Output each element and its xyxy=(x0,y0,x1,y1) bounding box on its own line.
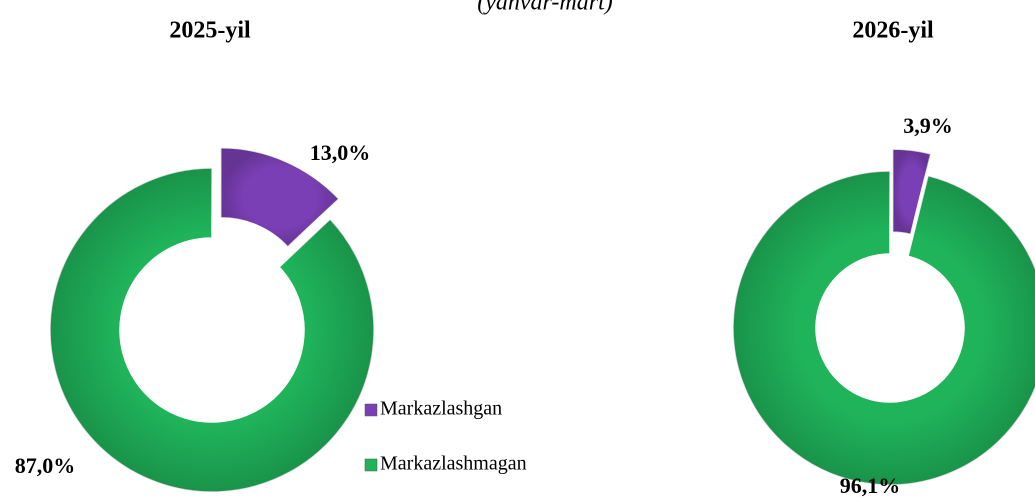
legend-swatch xyxy=(364,403,378,417)
chart-title: 2026-yil xyxy=(852,18,934,44)
data-label: 3,9% xyxy=(903,113,953,138)
subtitle: (yanvar-mart) xyxy=(477,0,612,16)
donut-segment xyxy=(732,170,1035,486)
data-label: 96,1% xyxy=(840,473,901,498)
legend-label: Markazlashgan xyxy=(380,398,502,420)
legend-swatch xyxy=(364,458,378,472)
data-label: 87,0% xyxy=(15,453,76,478)
donut-segment xyxy=(49,167,375,493)
chart-title: 2025-yil xyxy=(169,18,251,44)
legend-label: Markazlashmagan xyxy=(380,453,527,475)
data-label: 13,0% xyxy=(310,140,371,165)
